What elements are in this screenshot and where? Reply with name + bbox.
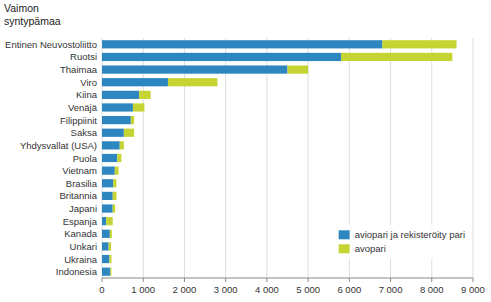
bar xyxy=(110,230,112,238)
bar xyxy=(120,141,124,149)
bar xyxy=(102,192,113,200)
x-axis-line xyxy=(102,278,473,279)
axis-label-line: Vaimon xyxy=(4,2,39,14)
grid-line xyxy=(308,38,309,278)
bar xyxy=(113,179,116,187)
tick-label: 8 000 xyxy=(420,284,444,295)
bar xyxy=(102,154,117,162)
bar xyxy=(115,167,119,175)
bar xyxy=(102,65,288,73)
bar xyxy=(117,154,121,162)
category-label: Puola xyxy=(73,153,98,164)
bar xyxy=(102,40,382,48)
tick-mark xyxy=(431,278,432,282)
tick-mark xyxy=(184,278,185,282)
grid-line xyxy=(143,38,144,278)
category-label: Filippiinit xyxy=(60,115,97,126)
category-label: Espanja xyxy=(63,216,98,227)
legend-background xyxy=(335,225,469,259)
category-label: Venäjä xyxy=(68,102,98,113)
bar xyxy=(382,40,456,48)
bar xyxy=(139,91,151,99)
bar xyxy=(102,78,168,86)
category-label: Entinen Neuvostoliitto xyxy=(5,39,97,50)
tick-mark xyxy=(102,278,103,282)
category-label: Saksa xyxy=(71,127,98,138)
bar xyxy=(102,255,109,263)
legend-label: aviopari ja rekisteröity pari xyxy=(355,229,465,240)
tick-label: 6 000 xyxy=(337,284,361,295)
bar xyxy=(102,230,110,238)
category-label: Unkari xyxy=(70,241,97,252)
tick-mark xyxy=(225,278,226,282)
grid-line xyxy=(225,38,226,278)
bar xyxy=(109,255,111,263)
tick-mark xyxy=(349,278,350,282)
grid-line xyxy=(473,38,474,278)
bar xyxy=(102,179,113,187)
bar xyxy=(102,116,131,124)
bar xyxy=(102,217,106,225)
bar xyxy=(102,53,341,61)
bar xyxy=(109,242,111,250)
legend-swatch xyxy=(339,230,350,239)
tick-label: 9 000 xyxy=(461,284,485,295)
bar xyxy=(102,242,109,250)
grid-line xyxy=(266,38,267,278)
tick-label: 4 000 xyxy=(255,284,279,295)
bar xyxy=(288,65,309,73)
category-label: Brasilia xyxy=(66,178,98,189)
category-label: Viro xyxy=(80,77,97,88)
tick-mark xyxy=(390,278,391,282)
bar xyxy=(102,204,113,212)
bar xyxy=(113,204,115,212)
category-label: Britannia xyxy=(60,190,98,201)
legend: aviopari ja rekisteröity pari avopari xyxy=(335,225,469,259)
bar xyxy=(102,91,139,99)
bar xyxy=(102,103,133,111)
legend-swatch xyxy=(339,244,350,253)
tick-label: 5 000 xyxy=(296,284,320,295)
bar xyxy=(102,167,115,175)
chart: IndonesiaUkraina Unkari KanadaEspanja Japan… xyxy=(0,0,491,302)
bar xyxy=(124,129,134,137)
category-label: Thaimaa xyxy=(60,64,98,75)
category-label: Kiina xyxy=(76,89,98,100)
bar xyxy=(110,268,111,276)
axis-label-line: syntypämaa xyxy=(4,15,61,27)
category-label: Kanada xyxy=(64,228,97,239)
bar xyxy=(168,78,217,86)
tick-mark xyxy=(143,278,144,282)
bar xyxy=(102,268,110,276)
category-label: Yhdysvallat (USA) xyxy=(20,140,97,151)
tick-mark xyxy=(266,278,267,282)
category-label: Ruotsi xyxy=(70,51,97,62)
tick-label: 3 000 xyxy=(214,284,238,295)
bar xyxy=(102,141,120,149)
tick-mark xyxy=(308,278,309,282)
bar xyxy=(341,53,452,61)
category-label: Vietnam xyxy=(62,165,97,176)
axis-label: Vaimonsyntypämaa xyxy=(4,2,61,27)
grid xyxy=(102,38,473,278)
legend-label: avopari xyxy=(355,243,386,254)
tick-mark xyxy=(473,278,474,282)
category-label: Ukraina xyxy=(64,254,97,265)
tick-label: 0 xyxy=(99,284,104,295)
bar xyxy=(113,192,117,200)
tick-label: 7 000 xyxy=(379,284,403,295)
tick-label: 2 000 xyxy=(173,284,197,295)
bar xyxy=(106,217,113,225)
bar xyxy=(133,103,145,111)
bar xyxy=(131,116,134,124)
category-label: Indonesia xyxy=(56,266,98,277)
bar xyxy=(102,129,124,137)
category-label: Japani xyxy=(69,203,97,214)
grid-line xyxy=(184,38,185,278)
tick-label: 1 000 xyxy=(131,284,155,295)
